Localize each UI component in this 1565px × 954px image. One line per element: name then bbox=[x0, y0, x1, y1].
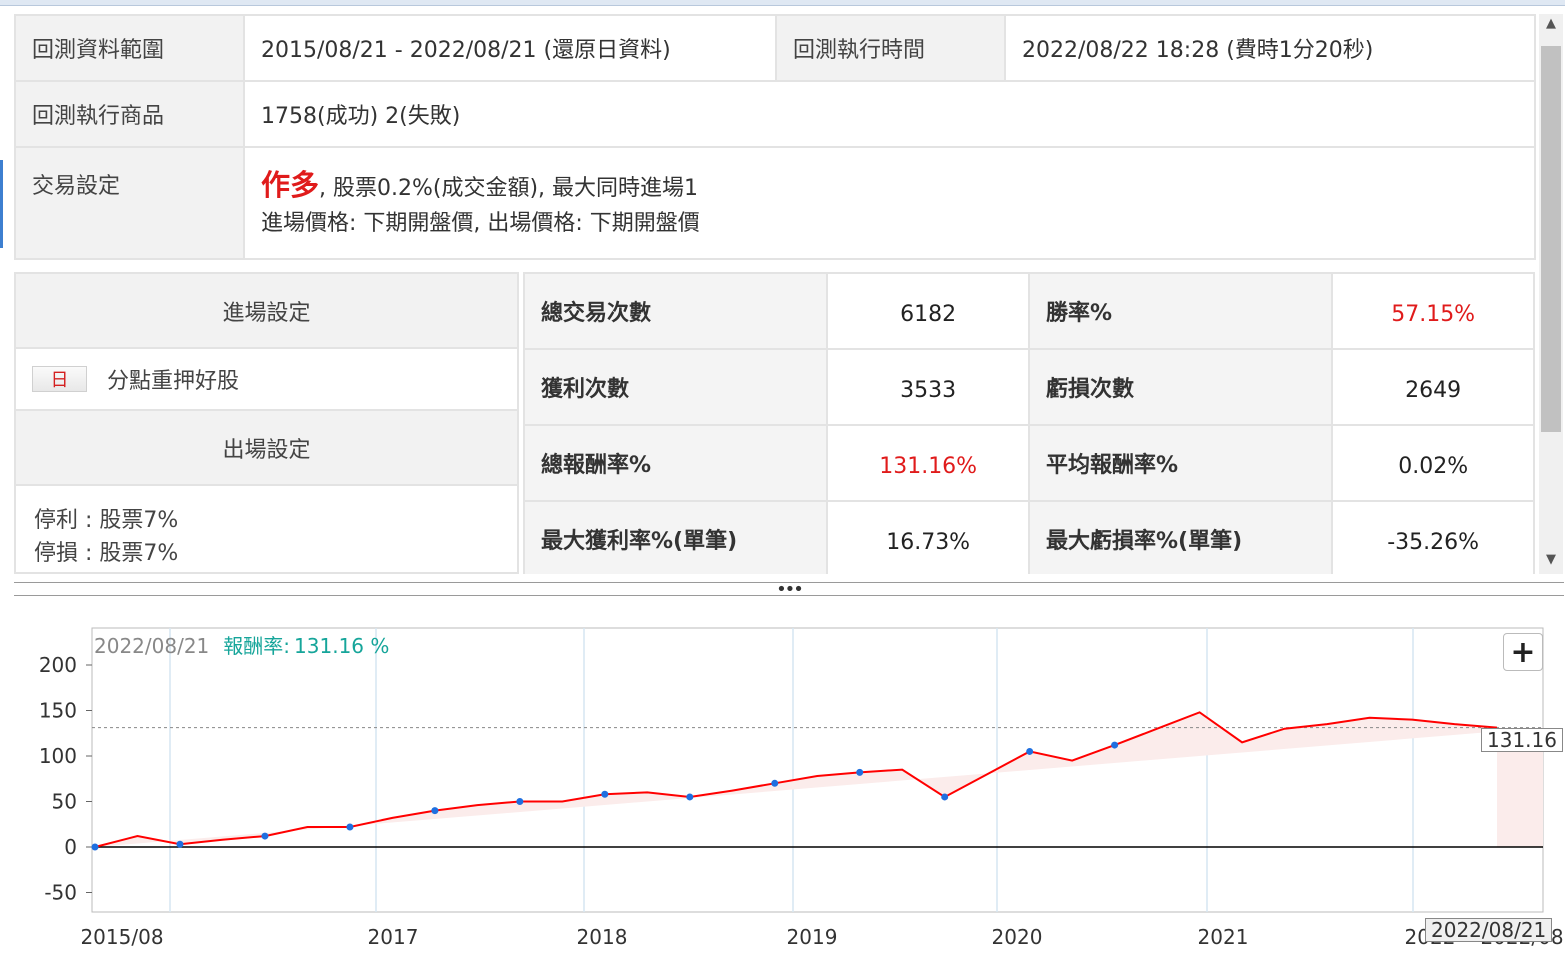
last-value-label: 131.16 bbox=[1481, 728, 1563, 752]
return-series-line bbox=[94, 711, 1498, 848]
range-label: 回測資料範圍 bbox=[14, 14, 245, 82]
trade-marker-point bbox=[856, 768, 864, 776]
trade-marker-point bbox=[516, 798, 524, 805]
y-tick-label: 50 bbox=[52, 790, 77, 814]
return-area-fill bbox=[95, 712, 1543, 847]
max-loss-value: -35.26% bbox=[1331, 500, 1535, 574]
legend-value: 131.16 % bbox=[294, 634, 390, 658]
trade-side: 作多 bbox=[261, 168, 320, 202]
y-tick-label: 200 bbox=[39, 653, 77, 677]
trade-marker-point bbox=[431, 807, 439, 815]
exec-time-label: 回測執行時間 bbox=[775, 14, 1006, 82]
x-tick-label: 2021 bbox=[1198, 925, 1249, 949]
total-return-value: 131.16% bbox=[826, 424, 1030, 502]
trade-marker-point bbox=[346, 823, 354, 831]
max-loss-label: 最大虧損率%(單筆) bbox=[1027, 500, 1334, 574]
trade-fee: , 股票0.2%(成交金額), 最大同時進場1 bbox=[319, 176, 699, 201]
y-tick-label: 100 bbox=[39, 744, 77, 768]
losses-value: 2649 bbox=[1331, 348, 1535, 426]
trade-marker-point bbox=[1026, 747, 1034, 755]
scroll-up-icon[interactable]: ▲ bbox=[1546, 16, 1556, 31]
drag-handle-icon[interactable]: ••• bbox=[776, 578, 804, 600]
wins-label: 獲利次數 bbox=[523, 348, 829, 426]
trade-settings-value: 作多, 股票0.2%(成交金額), 最大同時進場1 進場價格: 下期開盤價, 出… bbox=[243, 146, 1536, 260]
legend-date: 2022/08/21 bbox=[94, 634, 210, 658]
x-tick-label: 2020 bbox=[992, 925, 1043, 949]
exit-settings-title: 出場設定 bbox=[16, 411, 517, 486]
products-link[interactable]: 1758(成功) 2(失敗) bbox=[243, 80, 1536, 148]
stop-loss: 停損 : 股票7% bbox=[34, 541, 179, 566]
total-trades-value: 6182 bbox=[826, 272, 1030, 350]
vertical-scrollbar[interactable]: ▲ ▼ bbox=[1539, 14, 1563, 574]
entry-strategy-name[interactable]: 分點重押好股 bbox=[107, 369, 240, 394]
day-frequency-tag: 日 bbox=[32, 366, 87, 392]
max-gain-value: 16.73% bbox=[826, 500, 1030, 574]
panel-splitter[interactable]: ••• bbox=[14, 579, 1564, 600]
x-tick-label: 2018 bbox=[577, 925, 628, 949]
avg-return-value: 0.02% bbox=[1331, 424, 1535, 502]
stats-table: 總交易次數 6182 勝率% 57.15% 獲利次數 3533 虧損次數 264… bbox=[523, 272, 1535, 574]
trade-marker-point bbox=[941, 793, 949, 801]
avg-return-label: 平均報酬率% bbox=[1027, 424, 1334, 502]
win-rate-label: 勝率% bbox=[1027, 272, 1334, 350]
trade-prices: 進場價格: 下期開盤價, 出場價格: 下期開盤價 bbox=[261, 211, 700, 236]
total-trades-label: 總交易次數 bbox=[523, 272, 829, 350]
window-top-strip bbox=[0, 0, 1565, 6]
legend-key: 報酬率: bbox=[223, 634, 291, 658]
y-tick-label: -50 bbox=[44, 881, 77, 905]
x-tick-label: 2015/08 bbox=[80, 925, 163, 949]
wins-value: 3533 bbox=[826, 348, 1030, 426]
scroll-down-icon[interactable]: ▼ bbox=[1546, 552, 1556, 567]
trade-settings-label: 交易設定 bbox=[14, 146, 245, 260]
stats-panel: 總交易次數 6182 勝率% 57.15% 獲利次數 3533 虧損次數 264… bbox=[523, 272, 1535, 574]
entry-strategy-row: 日 分點重押好股 bbox=[16, 349, 517, 411]
total-return-label: 總報酬率% bbox=[523, 424, 829, 502]
exit-stops: 停利 : 股票7% 停損 : 股票7% bbox=[16, 486, 517, 570]
trade-marker-point bbox=[686, 793, 694, 801]
win-rate-value: 57.15% bbox=[1331, 272, 1535, 350]
settings-panel: 進場設定 日 分點重押好股 出場設定 停利 : 股票7% 停損 : 股票7% bbox=[14, 272, 519, 574]
losses-label: 虧損次數 bbox=[1027, 348, 1334, 426]
trade-marker-point bbox=[91, 843, 99, 851]
products-label: 回測執行商品 bbox=[14, 80, 245, 148]
left-edge-marker bbox=[0, 160, 3, 248]
exec-time-value: 2022/08/22 18:28 (費時1分20秒) bbox=[1004, 14, 1536, 82]
zoom-in-button[interactable]: + bbox=[1503, 633, 1543, 671]
y-tick-label: 150 bbox=[39, 699, 77, 723]
plus-icon: + bbox=[1510, 634, 1536, 670]
y-tick-label: 0 bbox=[64, 835, 77, 859]
crosshair-date-flag: 2022/08/21 bbox=[1425, 918, 1553, 942]
plot-frame bbox=[91, 627, 1544, 913]
entry-settings-title: 進場設定 bbox=[16, 274, 517, 349]
x-tick-label: 2017 bbox=[368, 925, 419, 949]
trade-marker-point bbox=[1111, 741, 1119, 749]
max-gain-label: 最大獲利率%(單筆) bbox=[523, 500, 829, 574]
trade-marker-point bbox=[261, 832, 269, 840]
trade-marker-point bbox=[771, 779, 779, 787]
range-value: 2015/08/21 - 2022/08/21 (還原日資料) bbox=[243, 14, 777, 82]
take-profit: 停利 : 股票7% bbox=[34, 508, 179, 533]
chart-legend: 2022/08/21 報酬率: 131.16 % bbox=[94, 630, 389, 659]
trade-marker-point bbox=[176, 840, 184, 848]
scroll-thumb[interactable] bbox=[1541, 46, 1561, 432]
backtest-info-table: 回測資料範圍 2015/08/21 - 2022/08/21 (還原日資料) 回… bbox=[14, 14, 1536, 260]
trade-marker-point bbox=[601, 790, 609, 798]
x-tick-label: 2019 bbox=[787, 925, 838, 949]
